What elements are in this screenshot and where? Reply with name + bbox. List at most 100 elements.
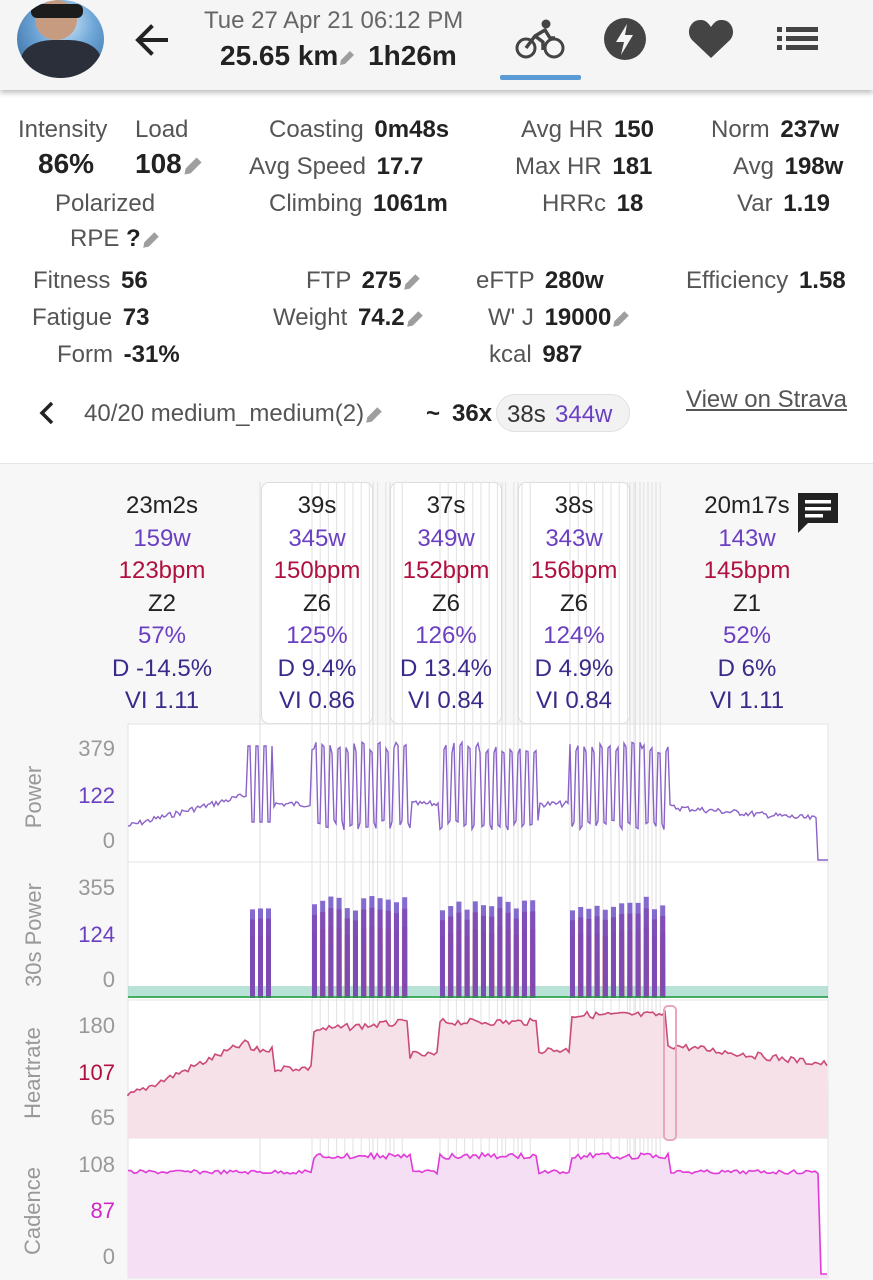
power30-bar xyxy=(440,910,445,998)
activity-distance: 25.65 km xyxy=(220,40,339,71)
interval-card[interactable] xyxy=(390,482,502,724)
power30-tick: 0 xyxy=(102,967,115,992)
interval-column: 37s 349w 152bpm Z6 126% D 13.4% VI 0.84 xyxy=(399,492,493,714)
power30-bar xyxy=(586,908,592,998)
chevron-left-icon[interactable] xyxy=(36,398,58,428)
load-label: Load xyxy=(135,116,189,143)
coasting-row: Coasting 0m48s xyxy=(269,116,450,143)
chart-panel xyxy=(127,723,829,863)
cadence-trace xyxy=(127,1151,827,1275)
kcal-row: kcal 987 xyxy=(489,341,583,368)
power30-tick: 124 xyxy=(78,922,115,947)
heartrate-tick: 65 xyxy=(90,1105,115,1130)
app-header: Tue 27 Apr 21 06:12 PM 25.65 km 1h26m xyxy=(0,0,873,90)
wprime-row[interactable]: W' J 19000 xyxy=(488,304,631,332)
power30-bar xyxy=(513,908,519,998)
bike-icon[interactable] xyxy=(515,16,565,62)
power30-bar xyxy=(402,897,408,998)
power30-bar xyxy=(328,896,334,998)
power30-bar xyxy=(312,904,317,998)
cadence-fill xyxy=(128,1153,828,1278)
interval-name[interactable]: 40/20 medium_medium(2) xyxy=(84,400,384,428)
chart-panel xyxy=(127,861,829,1001)
power-trace xyxy=(127,740,828,861)
edit-pencil-icon[interactable] xyxy=(402,272,422,292)
comment-icon[interactable] xyxy=(795,490,841,536)
edit-pencil-icon[interactable] xyxy=(364,405,384,425)
heartrate-tick: 107 xyxy=(78,1060,115,1085)
power30-bar xyxy=(570,910,575,998)
interval-card[interactable] xyxy=(261,482,373,724)
power30-bar xyxy=(361,898,367,998)
fatigue-row: Fatigue 73 xyxy=(32,304,150,331)
power30-bar xyxy=(594,905,600,998)
power-tick: 0 xyxy=(102,828,115,853)
lightning-icon[interactable] xyxy=(600,16,650,62)
weight-row[interactable]: Weight 74.2 xyxy=(273,304,425,332)
power30-bar xyxy=(497,896,503,998)
power30-bar xyxy=(448,906,454,998)
power30-bar xyxy=(627,902,633,998)
edit-pencil-icon[interactable] xyxy=(405,309,425,329)
avatar[interactable] xyxy=(17,0,104,78)
power30-bar xyxy=(464,909,470,998)
effort-chip[interactable] xyxy=(496,394,630,432)
edit-pencil-icon[interactable] xyxy=(141,230,161,250)
intensity-label: Intensity xyxy=(18,116,108,143)
power30-bar xyxy=(377,898,383,998)
power30-bar xyxy=(394,902,399,998)
variability-row: Var 1.19 xyxy=(737,190,830,217)
power30-bar xyxy=(258,908,263,998)
norm-power-row: Norm 237w xyxy=(711,116,840,143)
power30-fill xyxy=(128,986,828,998)
power-axis-title: Power xyxy=(21,765,46,829)
active-tab-indicator xyxy=(500,75,581,80)
power30-bar xyxy=(530,900,536,998)
power30-bar xyxy=(652,909,657,998)
power30-bar xyxy=(635,902,641,998)
hr-selection xyxy=(663,1005,677,1141)
activity-date: Tue 27 Apr 21 06:12 PM xyxy=(204,7,464,34)
power30-bar xyxy=(369,896,375,998)
load-value[interactable]: 108 xyxy=(135,148,204,180)
power30-bar xyxy=(266,908,271,998)
cadence-tick: 108 xyxy=(78,1152,115,1177)
power-tick: 379 xyxy=(78,736,115,761)
max-hr-row: Max HR 181 xyxy=(515,153,653,180)
avg-hr-row: Avg HR 150 xyxy=(521,116,654,143)
rpe-row[interactable]: RPE ? xyxy=(70,225,161,253)
power30-bar xyxy=(472,901,478,998)
interval-column: 20m17s 143w 145bpm Z1 52% D 6% VI 1.11 xyxy=(703,492,791,714)
power30-bar xyxy=(481,905,486,998)
view-on-strava-link[interactable]: View on Strava xyxy=(686,386,847,413)
heartrate-fill xyxy=(128,1011,828,1138)
power30-bar xyxy=(336,897,342,998)
activity-duration: 1h26m xyxy=(368,40,457,71)
edit-pencil-icon[interactable] xyxy=(611,309,631,329)
intensity-value: 86% xyxy=(38,148,95,179)
heart-icon[interactable] xyxy=(686,16,736,62)
heartrate-trace xyxy=(127,1010,828,1096)
interval-column: 39s 345w 150bpm Z6 125% D 9.4% VI 0.86 xyxy=(273,492,361,714)
heartrate-axis-title: Heartrate xyxy=(20,1027,45,1119)
chip-time: 38s xyxy=(507,401,546,428)
power30-bar xyxy=(456,901,462,998)
list-icon[interactable] xyxy=(773,16,823,62)
power-tick: 122 xyxy=(78,783,115,808)
interval-count: 36x xyxy=(452,400,493,427)
ftp-row[interactable]: FTP 275 xyxy=(306,267,422,295)
fitness-row: Fitness 56 xyxy=(33,267,148,294)
climbing-row: Climbing 1061m xyxy=(269,190,448,217)
power30-bar xyxy=(353,910,358,998)
cadence-tick: 87 xyxy=(90,1198,115,1223)
back-arrow-icon[interactable] xyxy=(130,18,174,62)
edit-pencil-icon[interactable] xyxy=(182,155,204,177)
power30-bar xyxy=(489,906,495,998)
power30-bar xyxy=(578,906,584,998)
edit-pencil-icon[interactable] xyxy=(338,49,356,67)
power30-bar xyxy=(250,909,255,998)
hrrc-row: HRRc 18 xyxy=(542,190,644,217)
form-row: Form -31% xyxy=(57,341,180,368)
cadence-axis-title: Cadence xyxy=(20,1166,45,1256)
